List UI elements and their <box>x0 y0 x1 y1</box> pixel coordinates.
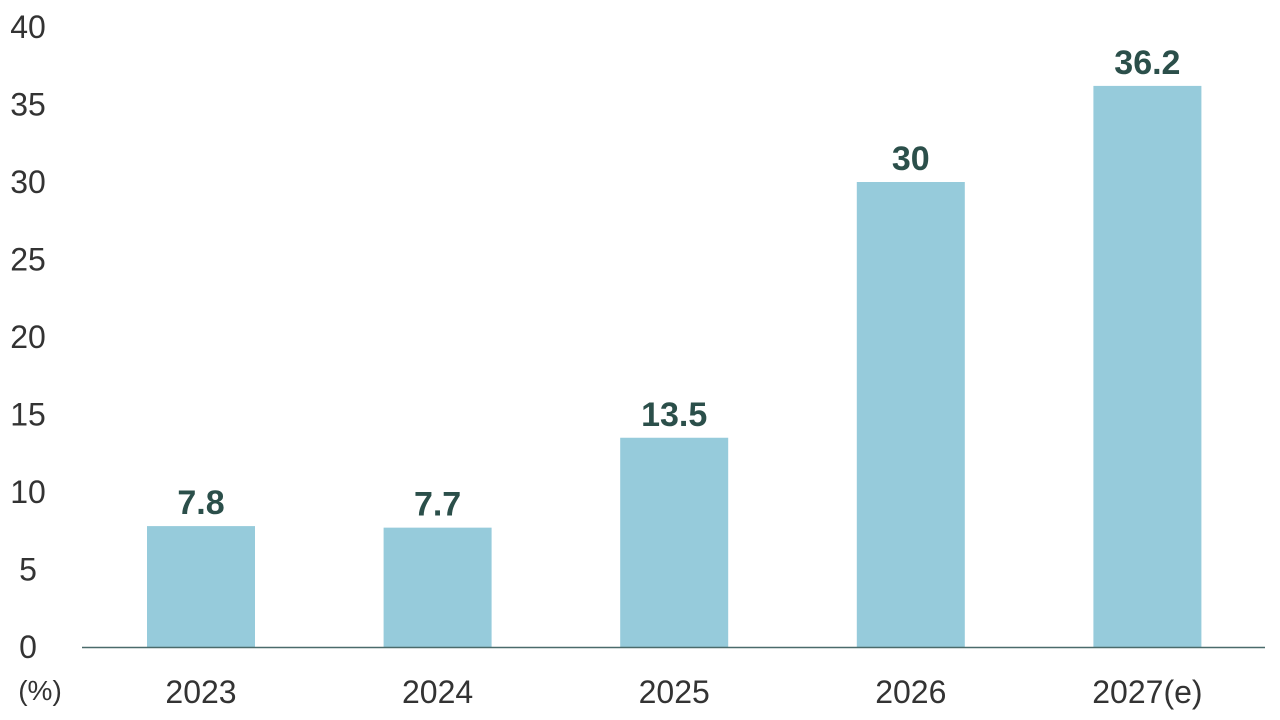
bars-group <box>147 85 1202 647</box>
x-tick-label: 2026 <box>875 674 946 710</box>
data-label: 13.5 <box>641 396 707 434</box>
bar-2023 <box>147 526 255 647</box>
x-tick-label: 2027(e) <box>1092 674 1202 710</box>
y-unit-label: (%) <box>18 675 62 706</box>
data-label: 30 <box>892 140 930 178</box>
y-tick-label: 20 <box>10 319 46 355</box>
y-tick-label: 25 <box>10 242 46 278</box>
data-label: 7.8 <box>177 484 224 522</box>
x-axis-ticks: 2023 2024 2025 2026 2027(e) <box>165 674 1202 710</box>
bar-2027(e) <box>1093 85 1202 647</box>
data-labels-group: 7.8 7.7 13.5 30 36.2 <box>177 44 1180 524</box>
y-tick-label: 10 <box>10 474 46 510</box>
x-tick-label: 2025 <box>639 674 710 710</box>
y-tick-label: 40 <box>10 9 46 45</box>
bar-2024 <box>383 527 492 647</box>
y-tick-label: 5 <box>19 552 37 588</box>
data-label: 7.7 <box>414 486 461 524</box>
bar-2025 <box>620 437 729 647</box>
bar-2026 <box>856 182 965 647</box>
y-tick-label: 35 <box>10 87 46 123</box>
y-tick-label: 0 <box>19 629 37 665</box>
data-label: 36.2 <box>1114 44 1180 82</box>
y-tick-label: 30 <box>10 164 46 200</box>
x-tick-label: 2024 <box>402 674 473 710</box>
x-tick-label: 2023 <box>165 674 236 710</box>
y-axis-ticks: 0 5 10 15 20 25 30 35 40 <box>10 9 46 665</box>
y-tick-label: 15 <box>10 397 46 433</box>
